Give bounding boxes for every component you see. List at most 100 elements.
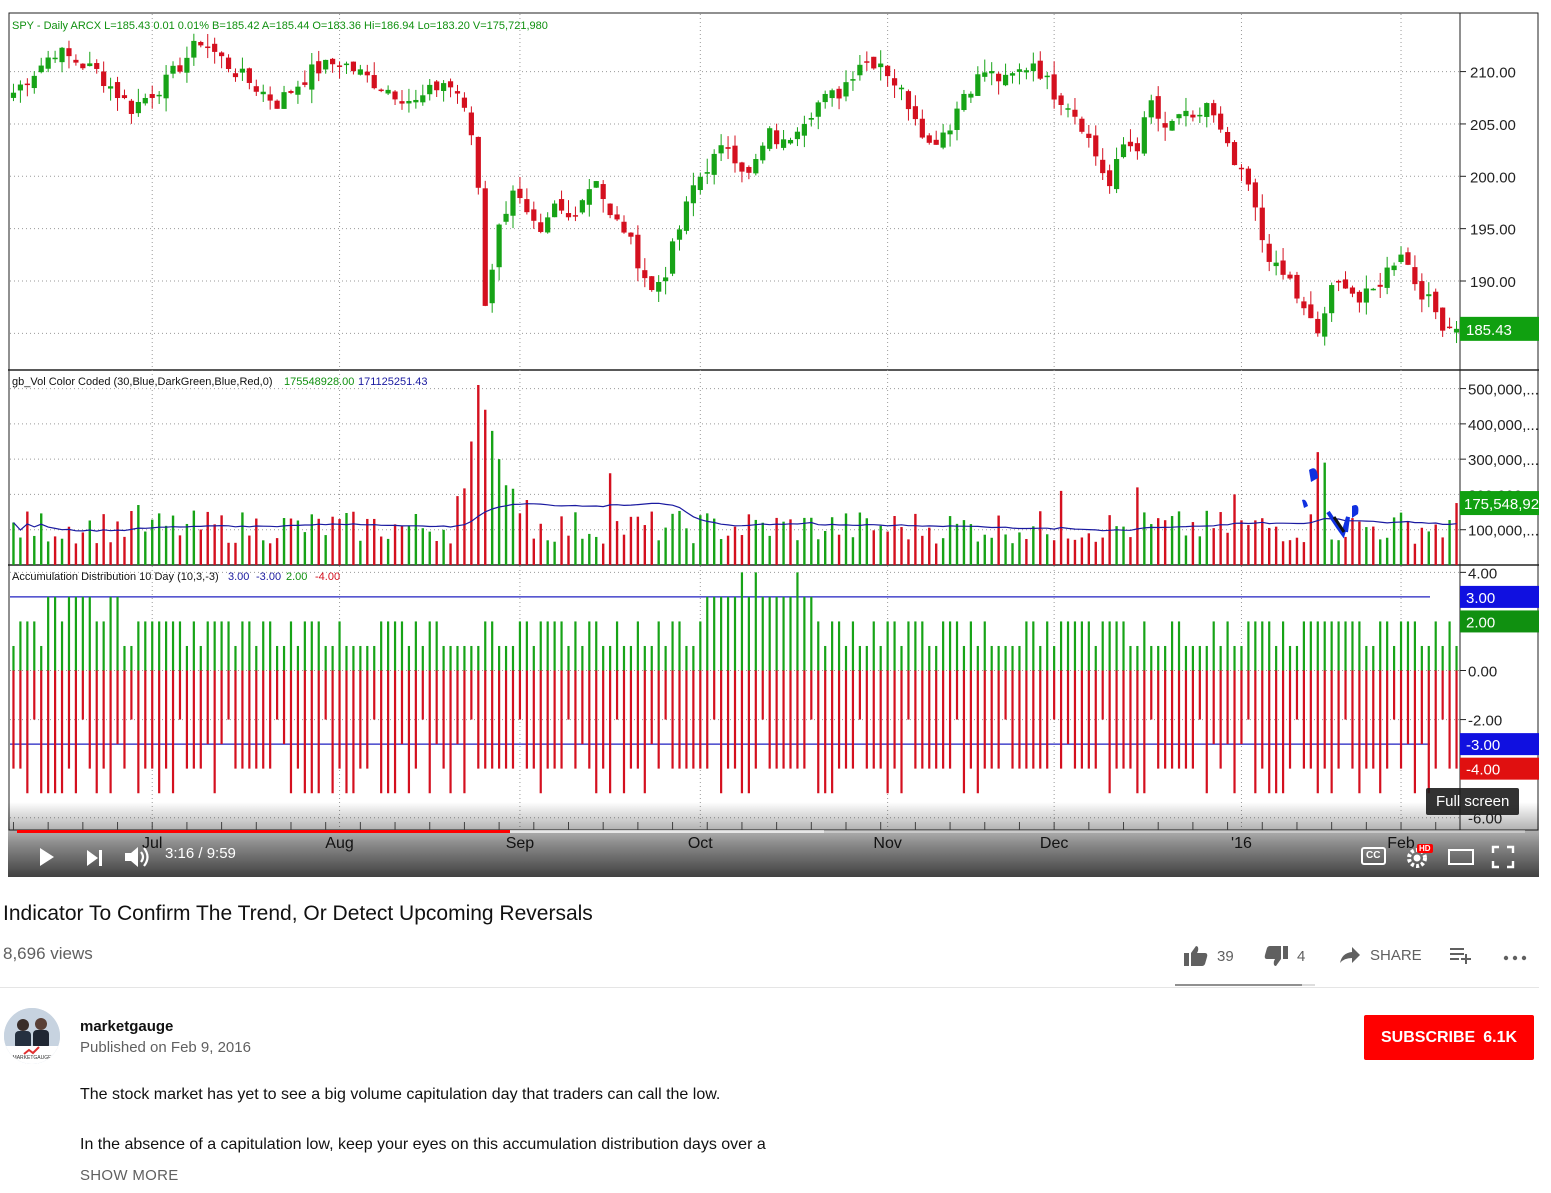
like-button[interactable]: 39 bbox=[1183, 944, 1234, 968]
candle-body bbox=[1218, 113, 1224, 130]
candle-body bbox=[38, 65, 44, 73]
ad-marker-label: -4.00 bbox=[1466, 762, 1500, 779]
candle-body bbox=[1155, 96, 1161, 119]
candle-body bbox=[1093, 135, 1099, 157]
dislike-button[interactable]: 4 bbox=[1263, 944, 1305, 968]
volume-tick-label: 500,000,... bbox=[1468, 382, 1539, 399]
more-actions-button[interactable] bbox=[1502, 944, 1528, 966]
candle-body bbox=[545, 217, 551, 233]
candle-body bbox=[156, 94, 162, 97]
ad-header-value: -3.00 bbox=[256, 571, 281, 583]
candle-body bbox=[725, 147, 731, 149]
candle-body bbox=[1134, 143, 1140, 152]
play-button[interactable] bbox=[34, 845, 58, 869]
candle-body bbox=[17, 84, 24, 91]
candle-body bbox=[10, 92, 17, 98]
fullscreen-button[interactable] bbox=[1491, 845, 1515, 869]
candle-body bbox=[1405, 252, 1411, 265]
candle-body bbox=[1065, 108, 1071, 110]
candle-body bbox=[1183, 110, 1189, 117]
candle-body bbox=[1030, 63, 1036, 72]
subscriber-count: 6.1K bbox=[1483, 1028, 1518, 1046]
captions-button[interactable]: CC bbox=[1361, 846, 1387, 866]
candle-body bbox=[274, 100, 280, 109]
show-more-button[interactable]: SHOW MORE bbox=[80, 1167, 179, 1184]
candle-body bbox=[656, 281, 662, 292]
annotation-blob bbox=[1302, 499, 1308, 508]
candle-body bbox=[336, 65, 343, 67]
view-count: 8,696 views bbox=[3, 944, 93, 963]
theater-mode-button[interactable] bbox=[1448, 848, 1474, 866]
next-button[interactable] bbox=[84, 847, 106, 869]
candle-body bbox=[142, 97, 148, 104]
candle-body bbox=[219, 52, 225, 57]
ad-header-value: 3.00 bbox=[228, 571, 249, 583]
candle-body bbox=[586, 189, 592, 205]
thumbs-up-icon bbox=[1184, 946, 1208, 966]
annotation-blob bbox=[1352, 505, 1359, 518]
candle-body bbox=[1287, 274, 1293, 279]
candle-body bbox=[711, 153, 717, 175]
candle-body bbox=[107, 86, 114, 89]
channel-logo-icon bbox=[4, 1008, 60, 1064]
candle-body bbox=[1120, 144, 1127, 158]
candle-body bbox=[1273, 262, 1279, 267]
candle-body bbox=[135, 101, 141, 114]
candle-body bbox=[1391, 265, 1397, 271]
candle-body bbox=[309, 64, 315, 90]
candle-body bbox=[281, 92, 287, 109]
candle-body bbox=[850, 79, 856, 81]
candle-body bbox=[843, 82, 849, 97]
candle-body bbox=[1252, 182, 1258, 208]
candle-body bbox=[1197, 114, 1203, 117]
volume-tick-label: 100,000,... bbox=[1468, 523, 1539, 540]
candle-body bbox=[1127, 141, 1134, 147]
progress-bar[interactable] bbox=[17, 830, 1525, 833]
ad-marker-label: 2.00 bbox=[1466, 614, 1495, 631]
candle-body bbox=[406, 100, 412, 104]
candle-body bbox=[857, 64, 863, 76]
candle-body bbox=[787, 139, 794, 144]
candle-body bbox=[968, 93, 974, 98]
annotation-stroke bbox=[1332, 516, 1346, 533]
candle-body bbox=[607, 203, 613, 216]
candle-body bbox=[531, 209, 537, 221]
subscribe-label: SUBSCRIBE bbox=[1380, 1028, 1476, 1046]
candle-body bbox=[1141, 117, 1147, 154]
candle-body bbox=[1453, 328, 1460, 333]
thumbs-down-icon bbox=[1264, 946, 1288, 966]
share-button[interactable]: SHARE bbox=[1338, 944, 1422, 966]
video-player[interactable]: 210.00 205.00 200.00 195.00 190.00 185.43 SPY … bbox=[8, 12, 1539, 877]
volume-button[interactable] bbox=[122, 843, 152, 871]
candle-body bbox=[59, 47, 65, 63]
candle-body bbox=[1204, 103, 1210, 117]
dislike-count: 4 bbox=[1297, 947, 1306, 965]
candle-body bbox=[1072, 109, 1078, 117]
candle-body bbox=[871, 56, 877, 69]
candle-body bbox=[198, 42, 204, 46]
candle-body bbox=[1016, 69, 1023, 72]
channel-name[interactable]: marketgauge bbox=[80, 1018, 174, 1035]
candle-body bbox=[815, 102, 821, 117]
candle-body bbox=[1398, 254, 1404, 263]
candle-body bbox=[191, 40, 197, 58]
candle-body bbox=[1044, 75, 1050, 78]
ad-marker-badge bbox=[1460, 585, 1539, 608]
annotation-blob bbox=[1309, 468, 1318, 482]
volume-header-value: 175548928.00 bbox=[284, 376, 354, 388]
candle-body bbox=[1190, 114, 1196, 118]
candle-body bbox=[524, 199, 530, 213]
candle-body bbox=[774, 130, 780, 145]
subscribe-button[interactable]: SUBSCRIBE 6.1K bbox=[1364, 1015, 1534, 1060]
ad-tick-label: 0.00 bbox=[1468, 664, 1497, 681]
settings-button[interactable]: HD bbox=[1405, 844, 1435, 870]
ad-marker-label: -3.00 bbox=[1466, 737, 1500, 754]
candle-body bbox=[878, 63, 884, 68]
add-to-playlist-button[interactable] bbox=[1449, 944, 1473, 966]
avatar[interactable]: MARKETGAUGE bbox=[4, 1008, 60, 1064]
candle-body bbox=[302, 82, 308, 85]
candle-body bbox=[1058, 95, 1064, 105]
candle-body bbox=[330, 58, 336, 65]
candle-body bbox=[343, 63, 350, 66]
controls-gradient bbox=[8, 802, 1539, 877]
